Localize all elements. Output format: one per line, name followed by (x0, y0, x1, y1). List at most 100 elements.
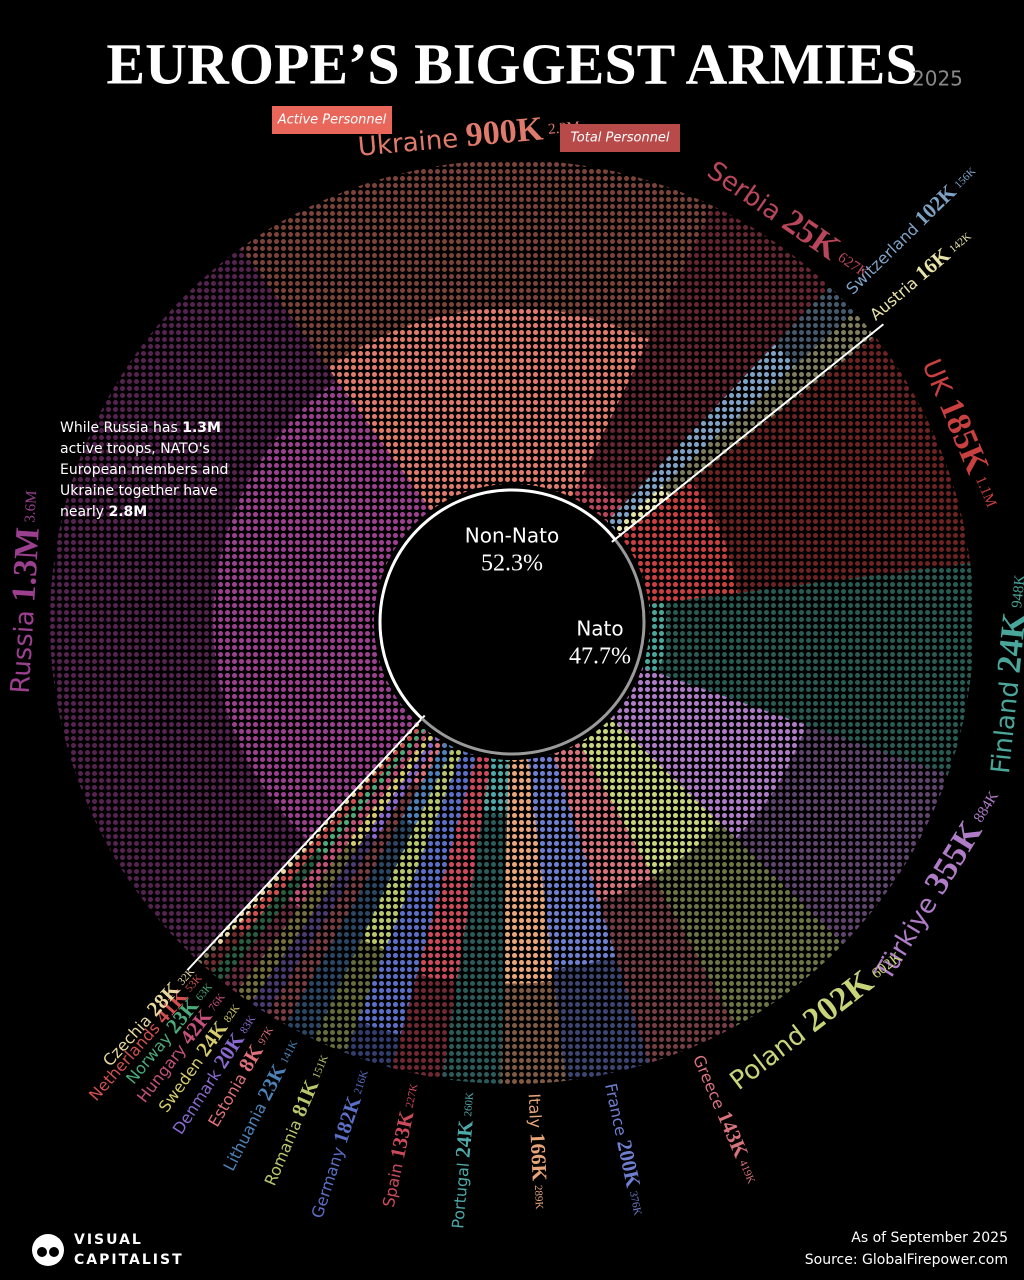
active-wedge (327, 308, 649, 511)
active-wedge (213, 380, 432, 841)
chart-subtitle: 2025 (912, 67, 963, 91)
country-name: Romania (260, 1116, 305, 1188)
country-label: Italy 166K 289K (524, 1093, 553, 1210)
note: As of September 2025 (851, 1230, 1008, 1246)
total-label: 884K (971, 789, 1002, 826)
active-wedge (578, 718, 721, 876)
group-name: Non-Nato (465, 524, 559, 548)
total-label: 216K (351, 1069, 370, 1096)
total-wedge (642, 563, 974, 775)
active-wedge (611, 667, 807, 839)
annotation: While Russia has 1.3M active troops, NAT… (60, 418, 235, 523)
brand-logo (32, 1234, 64, 1266)
active-label: 143K (713, 1107, 754, 1161)
group-value: 52.3% (481, 551, 543, 577)
country-name: Austria (866, 273, 921, 324)
brand-logo-eye (37, 1247, 47, 1257)
total-wedge (572, 206, 830, 522)
total-label: 3.6M (23, 490, 41, 523)
country-label: Russia 1.3M 3.6M (0, 489, 49, 694)
active-wedge (642, 602, 667, 674)
brand: VISUAL (74, 1232, 143, 1248)
legend-box (560, 124, 680, 152)
legend-label: Active Personnel (277, 113, 387, 128)
country-name: Poland (724, 1019, 811, 1096)
active-wedge (401, 742, 453, 826)
group-arc (420, 538, 646, 756)
annotation-text: active troops, NATO's European members a… (60, 441, 229, 520)
country-name: Russia (5, 609, 40, 694)
country-label: Spain133K227K (375, 1081, 424, 1209)
active-wedge (412, 738, 445, 786)
source: Source: GlobalFirepower.com (805, 1252, 1008, 1268)
total-label: 1.1M (972, 474, 999, 510)
country-name: Finland (985, 680, 1024, 776)
active-wedge (572, 474, 625, 522)
total-label: 376K (627, 1190, 644, 1216)
group-arc (378, 488, 617, 720)
active-wedge (366, 735, 439, 840)
split-line (611, 323, 885, 543)
total-label: 260K (462, 1092, 476, 1117)
total-wedge (266, 738, 445, 1025)
active-wedge (316, 726, 426, 856)
active-label: 102K (910, 179, 961, 230)
brand: CAPITALIST (74, 1252, 184, 1268)
active-label: 81K (286, 1076, 323, 1120)
active-wedge (347, 732, 435, 850)
active-wedge (606, 344, 796, 530)
brand-logo-eye (49, 1247, 59, 1257)
active-label: 24K (450, 1119, 477, 1159)
active-wedge (552, 742, 654, 902)
split-line (186, 714, 426, 971)
annotation-highlight: 1.3M (182, 420, 221, 436)
active-label: 900K (464, 110, 545, 154)
active-label: 24K (990, 610, 1024, 675)
active-wedge (482, 758, 509, 815)
active-wedge (503, 759, 555, 984)
country-name: Greece (690, 1052, 730, 1112)
total-label: 948K (1010, 574, 1024, 609)
country-name: UK (916, 355, 958, 401)
total-label: 156K (952, 165, 978, 191)
total-wedge (614, 311, 875, 537)
group-name: Nato (576, 617, 623, 641)
total-label: 227K (403, 1082, 420, 1108)
active-label: 200K (612, 1138, 646, 1190)
total-label: 97K (256, 1024, 276, 1046)
active-wedge (236, 724, 423, 935)
active-wedge (528, 753, 616, 970)
annotation-highlight: 2.8M (108, 504, 148, 520)
active-wedge (361, 746, 463, 950)
active-wedge (417, 755, 492, 983)
active-wedge (215, 722, 420, 945)
total-label: 151K (310, 1053, 331, 1080)
active-wedge (620, 481, 738, 605)
total-label: 141K (278, 1038, 300, 1065)
chart-title: EUROPE’S BIGGEST ARMIES (106, 31, 917, 96)
center-disc (374, 484, 650, 760)
country-label: Finland 24K948K (980, 573, 1024, 776)
legend-label: Total Personnel (570, 131, 669, 146)
active-label: 133K (385, 1108, 418, 1160)
country-name: Portugal (448, 1162, 473, 1230)
total-label: 83K (237, 1013, 257, 1035)
active-label: 355K (917, 814, 989, 900)
country-label: Austria16K142K (863, 224, 976, 325)
country-name: Spain (378, 1161, 406, 1209)
legend-box (272, 106, 392, 134)
country-name: Germany (307, 1145, 348, 1221)
active-wedge (288, 729, 430, 908)
total-label: 82K (221, 1002, 242, 1024)
total-label: 419K (737, 1158, 758, 1185)
active-wedge (614, 486, 671, 537)
country-label: Portugal 24K 260K (444, 1091, 480, 1230)
active-label: 166K (526, 1133, 552, 1183)
group-value: 47.7% (569, 644, 631, 670)
country-name: France (602, 1082, 632, 1138)
annotation-text: While Russia has (60, 420, 183, 436)
total-wedge (441, 758, 509, 1084)
country-name: Italy (525, 1093, 546, 1129)
